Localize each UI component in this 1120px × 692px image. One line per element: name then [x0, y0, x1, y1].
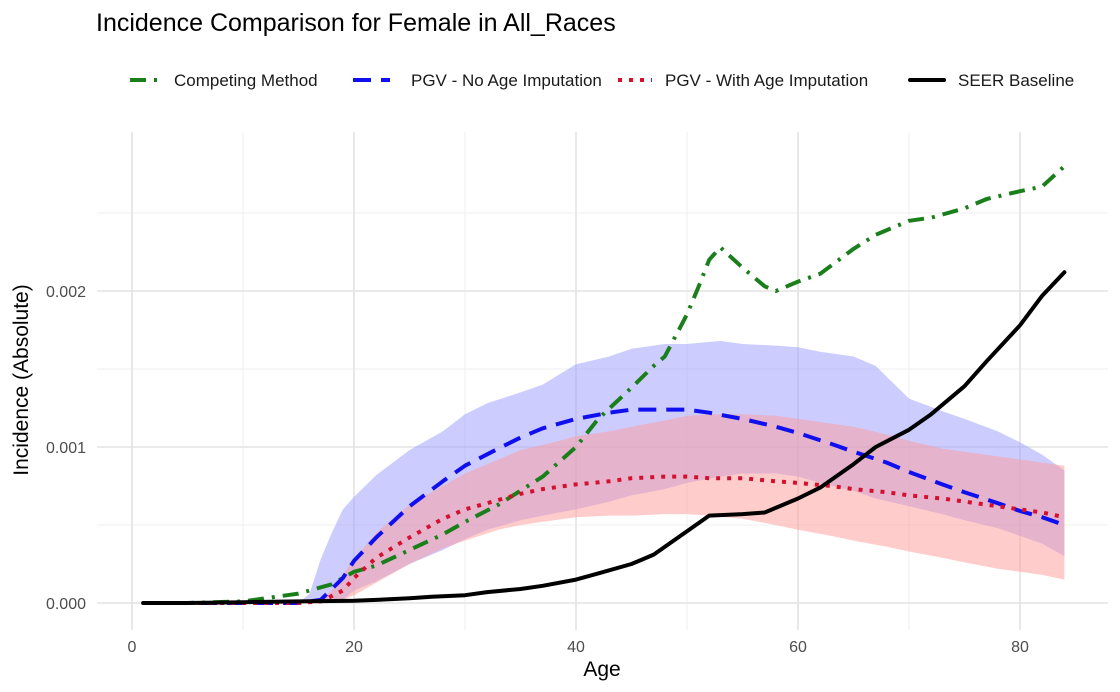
legend-item-competing-method: Competing Method: [130, 71, 318, 90]
legend: Competing Method PGV - No Age Imputation…: [130, 71, 1074, 90]
x-tick-label: 80: [1011, 639, 1029, 656]
x-tick-label: 20: [345, 639, 363, 656]
y-tick-label: 0.000: [46, 596, 86, 613]
legend-item-pgv-with-age-imputation: PGV - With Age Imputation: [618, 71, 868, 90]
y-tick-label: 0.002: [46, 284, 86, 301]
legend-item-pgv-no-age-imputation: PGV - No Age Imputation: [353, 71, 602, 90]
band-pgv-with-age-imputation: [320, 414, 1065, 603]
series-line-competing-method: [143, 164, 1066, 605]
series-line-seer-baseline: [141, 270, 1067, 605]
series-line-pgv-with-age-imputation: [143, 474, 1065, 605]
x-tick-label: 40: [567, 639, 585, 656]
x-axis-title: Age: [583, 658, 620, 681]
tick-labels: 0 20 40 60 80 0.000 0.001 0.002: [46, 284, 1029, 656]
legend-label-seer-baseline: SEER Baseline: [958, 71, 1074, 90]
confidence-bands: [298, 340, 1065, 603]
y-tick-label: 0.001: [46, 440, 86, 457]
chart-title: Incidence Comparison for Female in All_R…: [96, 9, 616, 37]
y-axis-title: Incidence (Absolute): [10, 284, 33, 475]
legend-label-competing-method: Competing Method: [174, 71, 318, 90]
legend-label-pgv-no-age-imputation: PGV - No Age Imputation: [411, 71, 602, 90]
x-tick-label: 60: [789, 639, 807, 656]
legend-label-pgv-with-age-imputation: PGV - With Age Imputation: [665, 71, 868, 90]
series-lines: [141, 164, 1067, 605]
x-tick-label: 0: [128, 639, 137, 656]
legend-item-seer-baseline: SEER Baseline: [908, 71, 1074, 90]
